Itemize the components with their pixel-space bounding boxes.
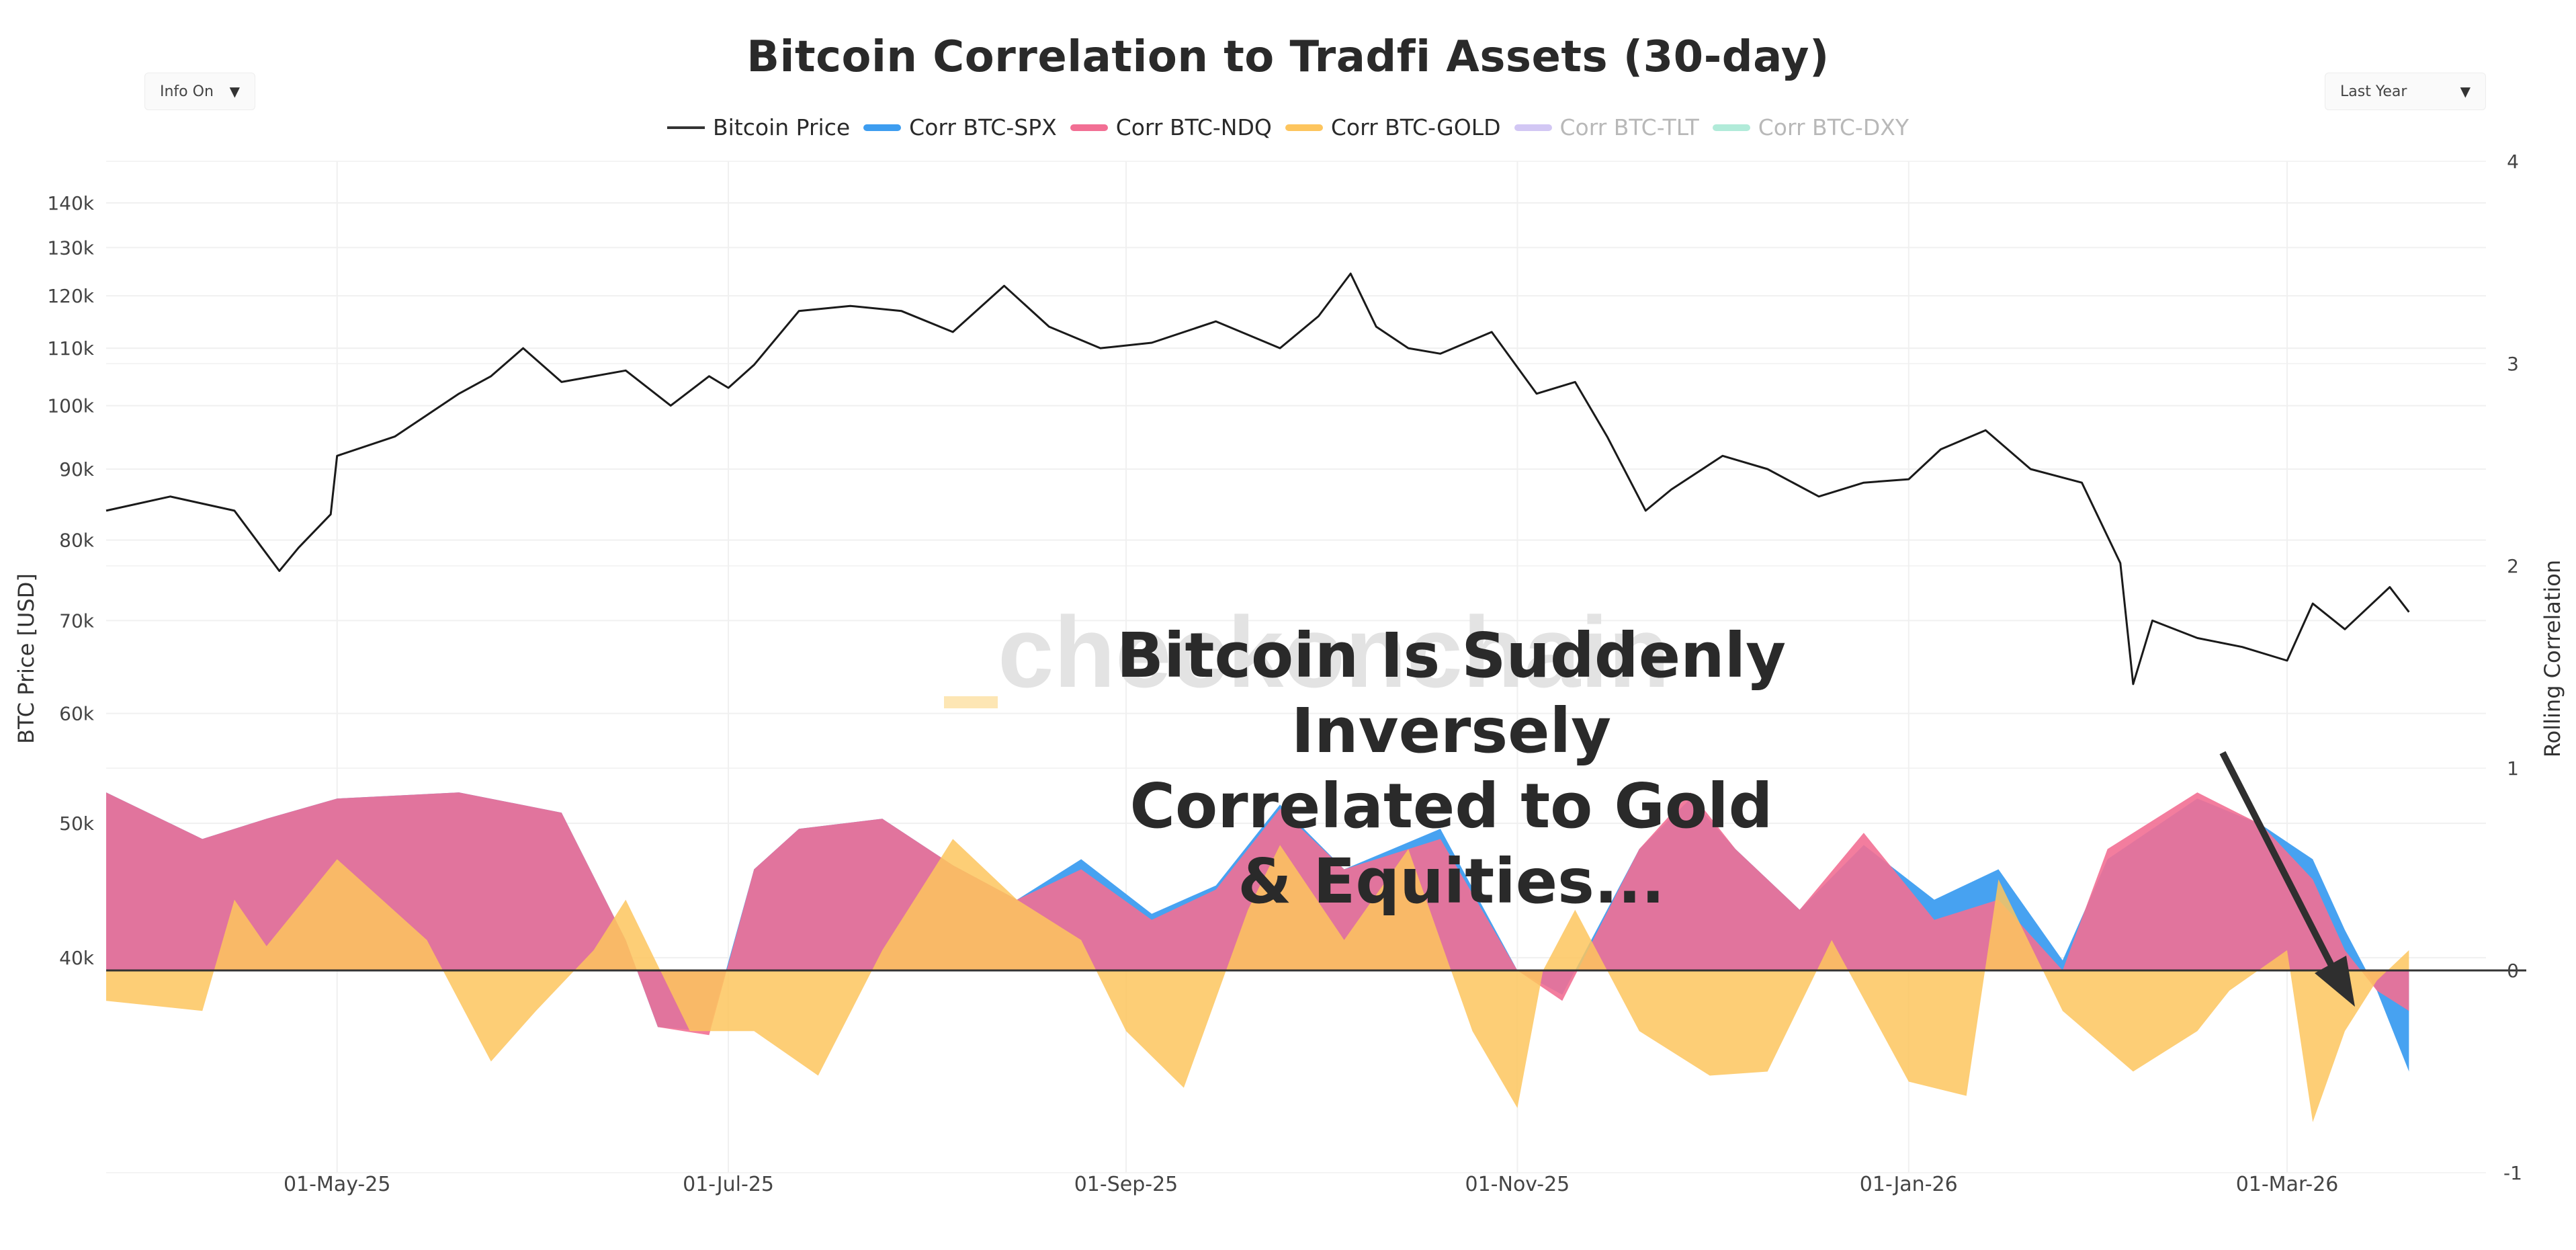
annotation-text: Bitcoin Is Suddenly Inversely Correlated… — [1115, 618, 1787, 919]
watermark: checkonchain — [944, 595, 1670, 708]
legend-swatch — [667, 126, 705, 129]
legend-item-corr-btc-ndq[interactable]: Corr BTC-NDQ — [1070, 114, 1272, 140]
x-tick-label: 01-Nov-25 — [1465, 1173, 1570, 1196]
annotation-arrow — [2219, 751, 2355, 1007]
watermark-bar — [944, 696, 998, 708]
right-tick-label: 1 — [2507, 757, 2519, 780]
annotation-line-2: Correlated to Gold & Equities... — [1129, 770, 1773, 917]
legend-swatch — [1285, 124, 1323, 131]
arrow-shaft — [2219, 751, 2343, 983]
left-tick-label: 90k — [59, 458, 95, 481]
arrow-head-icon — [2315, 956, 2355, 1007]
left-tick-label: 120k — [47, 285, 94, 307]
right-tick-label: 0 — [2507, 960, 2519, 982]
x-tick-label: 01-Jan-26 — [1860, 1173, 1958, 1196]
left-tick-label: 140k — [47, 192, 94, 214]
left-axis-ticks: 40k 50k 60k 70k 80k 90k 100k 110k 120k 130k 140k — [47, 192, 94, 969]
x-tick-label: 01-Mar-26 — [2236, 1173, 2339, 1196]
legend-label: Corr BTC-SPX — [909, 114, 1057, 140]
x-tick-label: 01-Jul-25 — [683, 1173, 774, 1196]
legend-label: Corr BTC-DXY — [1758, 114, 1909, 140]
area-corr-btc-gold — [106, 839, 2409, 1122]
right-axis-title: Rolling Correlation — [2540, 560, 2565, 757]
time-range-dropdown[interactable]: Last Year ▼ — [2325, 73, 2486, 110]
time-range-label: Last Year — [2340, 83, 2407, 100]
legend-swatch — [1514, 124, 1552, 131]
annotation-line-1: Bitcoin Is Suddenly Inversely — [1116, 620, 1787, 767]
right-tick-label: 2 — [2507, 555, 2519, 577]
left-tick-label: 70k — [59, 610, 95, 632]
right-tick-label: 4 — [2507, 151, 2519, 173]
legend-label: Corr BTC-NDQ — [1115, 114, 1272, 140]
x-axis-ticks: 01-May-25 01-Jul-25 01-Sep-25 01-Nov-25 01-J… — [284, 1173, 2338, 1196]
info-toggle-dropdown[interactable]: Info On ▼ — [144, 73, 255, 110]
legend-swatch — [863, 124, 902, 131]
watermark-text: checkonchain — [998, 595, 1670, 708]
left-tick-label: 50k — [59, 812, 95, 835]
left-tick-label: 130k — [47, 237, 94, 259]
x-tick-label: 01-Sep-25 — [1074, 1173, 1178, 1196]
right-tick-label: -1 — [2503, 1162, 2522, 1184]
right-tick-label: 3 — [2507, 353, 2519, 375]
left-tick-label: 100k — [47, 395, 94, 417]
info-toggle-label: Info On — [160, 83, 214, 100]
chart-title: Bitcoin Correlation to Tradfi Assets (30… — [746, 32, 1830, 82]
chart-legend: Bitcoin Price Corr BTC-SPX Corr BTC-NDQ … — [0, 114, 2576, 140]
right-axis-ticks: -1 0 1 2 3 4 — [2503, 151, 2522, 1184]
left-tick-label: 40k — [59, 947, 95, 969]
legend-item-corr-btc-spx[interactable]: Corr BTC-SPX — [863, 114, 1057, 140]
left-tick-label: 110k — [47, 337, 94, 360]
x-tick-label: 01-May-25 — [284, 1173, 391, 1196]
legend-label: Corr BTC-GOLD — [1330, 114, 1501, 140]
chevron-down-icon: ▼ — [2460, 83, 2471, 99]
left-tick-label: 80k — [59, 530, 95, 552]
legend-item-corr-btc-gold[interactable]: Corr BTC-GOLD — [1285, 114, 1501, 140]
legend-item-corr-btc-dxy[interactable]: Corr BTC-DXY — [1712, 114, 1909, 140]
legend-item-bitcoin-price[interactable]: Bitcoin Price — [667, 114, 850, 140]
legend-label: Corr BTC-TLT — [1559, 114, 1699, 140]
bitcoin-price-line — [105, 272, 2410, 685]
bitcoin-price-series — [105, 272, 2410, 685]
correlation-areas — [106, 792, 2409, 1122]
legend-item-corr-btc-tlt[interactable]: Corr BTC-TLT — [1514, 114, 1699, 140]
chevron-down-icon: ▼ — [229, 83, 240, 99]
left-axis-title: BTC Price [USD] — [13, 573, 39, 744]
legend-swatch — [1070, 124, 1108, 131]
legend-label: Bitcoin Price — [713, 114, 851, 140]
left-tick-label: 60k — [59, 703, 95, 725]
legend-swatch — [1712, 124, 1750, 131]
